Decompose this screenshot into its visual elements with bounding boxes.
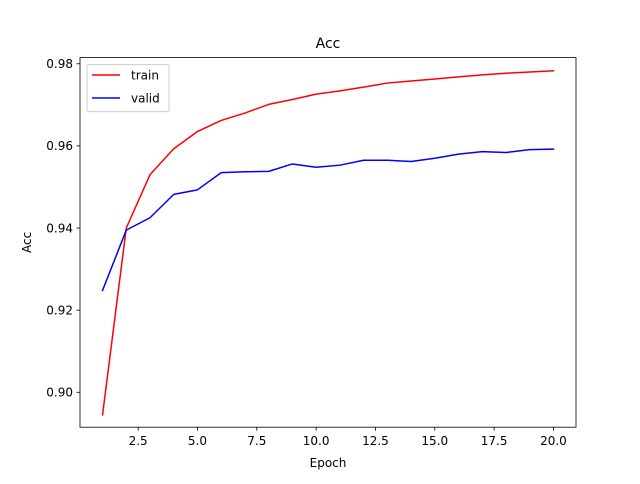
x-tick-label: 17.5 bbox=[481, 434, 508, 448]
x-tick-label: 7.5 bbox=[247, 434, 266, 448]
x-tick-label: 10.0 bbox=[303, 434, 330, 448]
x-tick-label: 12.5 bbox=[362, 434, 389, 448]
legend-entries: train valid bbox=[92, 68, 160, 105]
plot-series bbox=[101, 69, 555, 416]
legend-label-train: train bbox=[131, 68, 159, 82]
x-axis-ticks: 2.5 5.0 7.5 10.0 12.5 15.0 17.5 20.0 bbox=[129, 427, 567, 448]
axes-frame bbox=[79, 57, 577, 428]
x-tick-label: 2.5 bbox=[129, 434, 148, 448]
y-tick-label: 0.92 bbox=[46, 303, 73, 317]
legend: train valid bbox=[86, 64, 170, 113]
y-tick-label: 0.96 bbox=[46, 139, 73, 153]
series-line-train bbox=[101, 69, 555, 416]
x-tick-label: 15.0 bbox=[421, 434, 448, 448]
x-tick-label: 20.0 bbox=[540, 434, 567, 448]
y-axis-ticks: 0.90 0.92 0.94 0.96 0.98 bbox=[46, 57, 80, 400]
y-tick-label: 0.90 bbox=[46, 386, 73, 400]
y-tick-label: 0.94 bbox=[46, 221, 73, 235]
legend-label-valid: valid bbox=[131, 91, 160, 105]
x-tick-label: 5.0 bbox=[188, 434, 207, 448]
series-line-valid bbox=[101, 148, 555, 292]
y-tick-label: 0.98 bbox=[46, 57, 73, 71]
legend-frame bbox=[86, 64, 170, 113]
y-axis-label: Acc bbox=[20, 232, 34, 253]
x-axis-label: Epoch bbox=[310, 456, 347, 470]
chart-title: Acc bbox=[316, 36, 341, 52]
